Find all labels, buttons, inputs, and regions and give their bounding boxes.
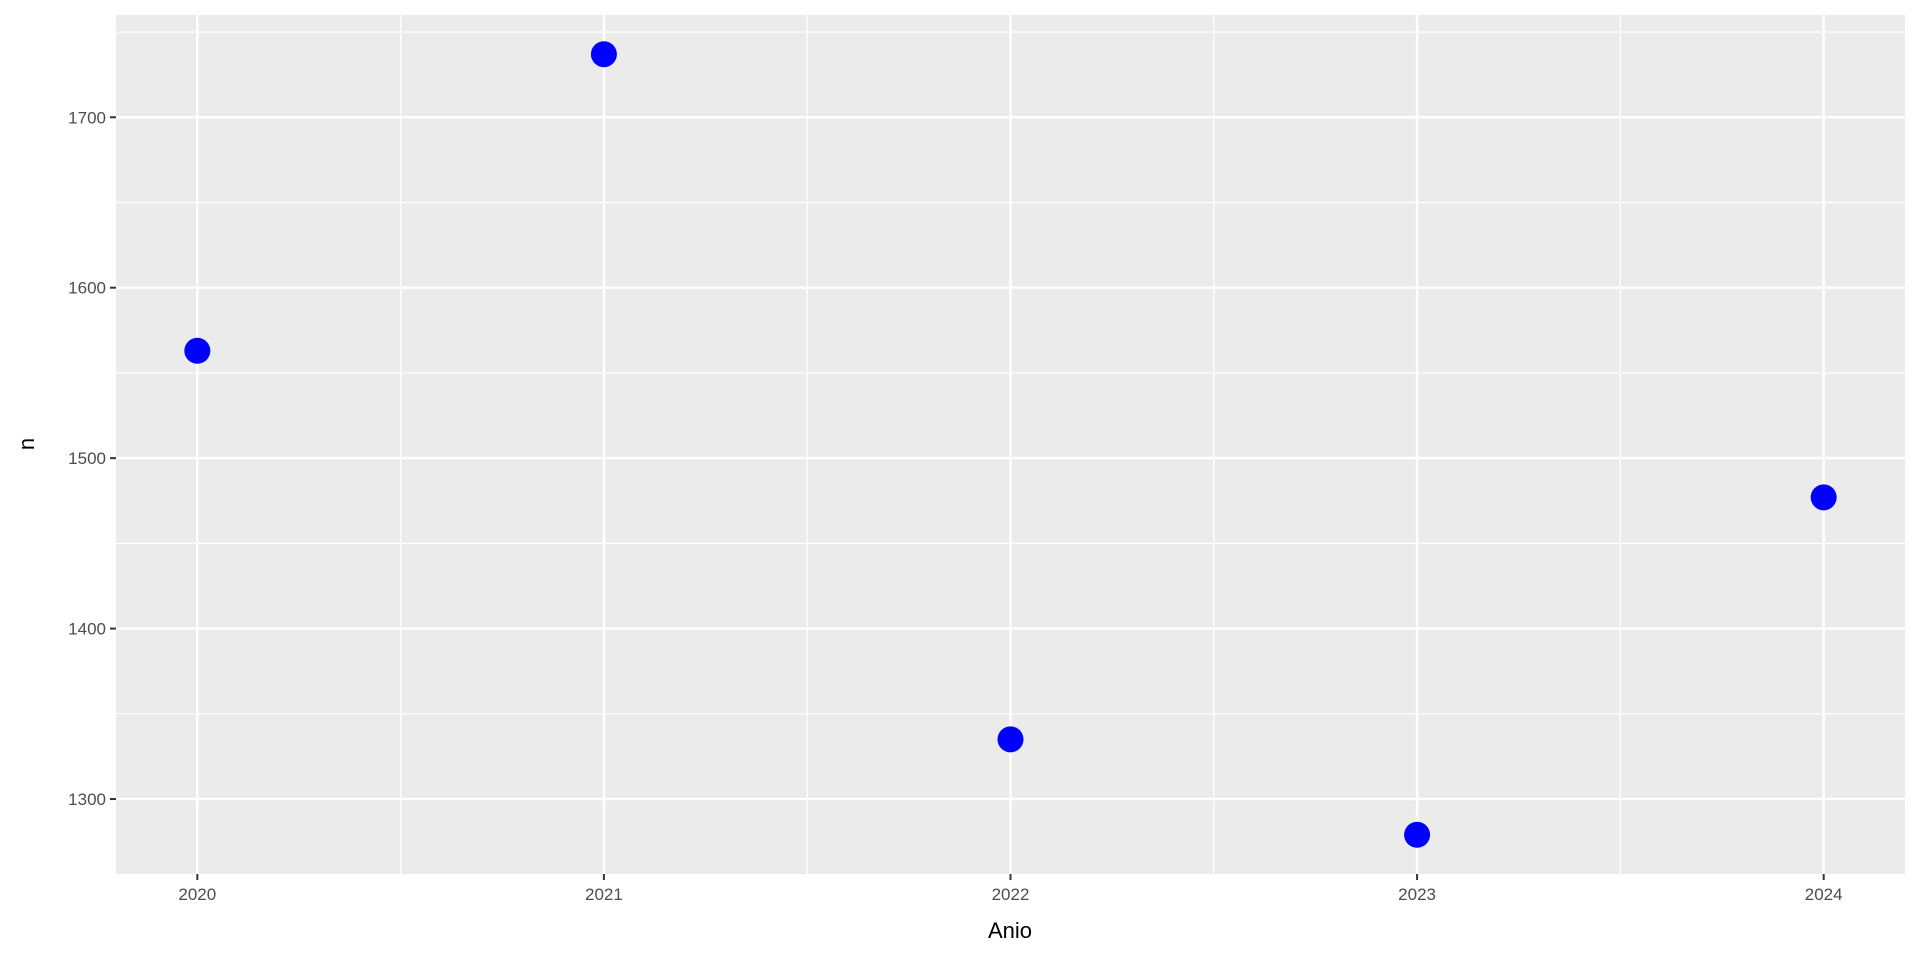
data-points (184, 41, 1837, 848)
x-tick-label: 2023 (1398, 885, 1436, 904)
y-tick-label: 1400 (68, 620, 106, 639)
y-tick-label: 1500 (68, 449, 106, 468)
y-tick-label: 1600 (68, 279, 106, 298)
y-axis-title: n (14, 438, 39, 450)
data-point (1404, 821, 1431, 848)
y-tick-label: 1300 (68, 790, 106, 809)
x-tick-label: 2022 (992, 885, 1030, 904)
grid-major (116, 15, 1905, 874)
data-point (590, 41, 617, 68)
data-point (997, 726, 1024, 753)
y-axis-ticks: 1300 1400 1500 1600 1700 (68, 108, 116, 809)
x-tick-label: 2024 (1805, 885, 1843, 904)
x-tick-label: 2020 (178, 885, 216, 904)
y-tick-label: 1700 (68, 108, 106, 127)
data-point (184, 337, 211, 364)
x-axis-ticks: 2020 2021 2022 2023 2024 (178, 874, 1843, 904)
data-point (1810, 484, 1837, 511)
x-axis-title: Anio (988, 918, 1032, 943)
x-tick-label: 2021 (585, 885, 623, 904)
